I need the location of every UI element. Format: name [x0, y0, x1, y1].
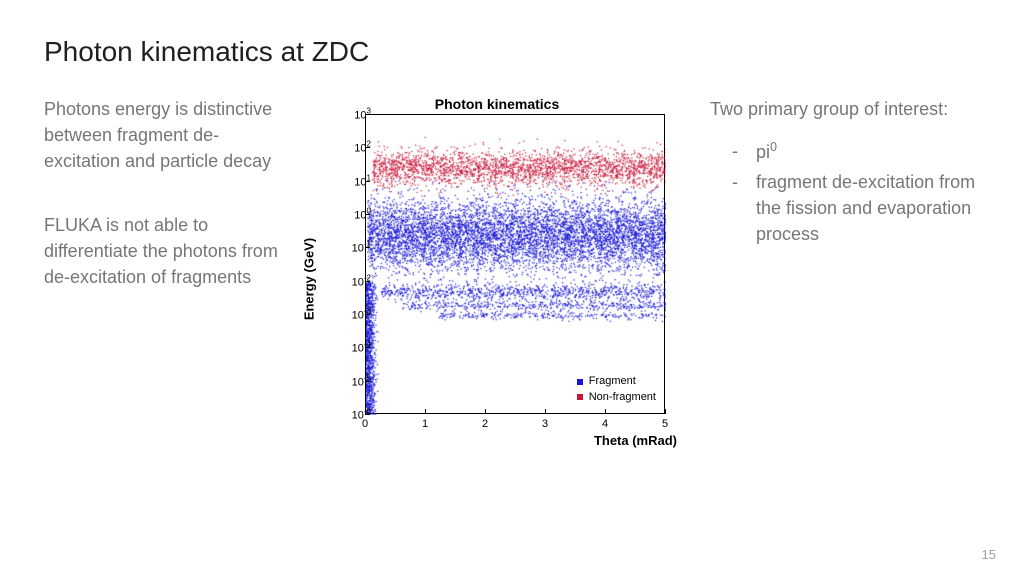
plot-wrap: Energy (GeV) Fragment Non-fragment	[317, 114, 677, 444]
pi0-prefix: pi	[756, 142, 770, 162]
list-item-fragment: fragment de-excitation from the fission …	[732, 169, 980, 247]
x-tick-label: 0	[362, 418, 368, 430]
page-number: 15	[982, 547, 996, 562]
right-intro: Two primary group of interest:	[710, 96, 980, 122]
scatter-canvas	[366, 115, 666, 415]
x-axis-label: Theta (mRad)	[594, 433, 677, 448]
x-tick-label: 1	[422, 418, 428, 430]
chart-title: Photon kinematics	[435, 96, 559, 112]
x-tick-label: 3	[542, 418, 548, 430]
legend-row-nonfragment: Non-fragment	[577, 390, 656, 405]
chart-legend: Fragment Non-fragment	[577, 374, 656, 405]
right-list: pi0 fragment de-excitation from the fiss…	[710, 138, 980, 247]
pi0-sup: 0	[770, 140, 777, 154]
right-column: Two primary group of interest: pi0 fragm…	[710, 96, 980, 251]
chart-column: Photon kinematics Energy (GeV) Fragment …	[302, 96, 692, 444]
y-axis-label: Energy (GeV)	[302, 238, 317, 320]
left-column: Photons energy is distinctive between fr…	[44, 96, 284, 329]
legend-row-fragment: Fragment	[577, 374, 656, 389]
left-para-2: FLUKA is not able to differentiate the p…	[44, 212, 284, 290]
plot-area: Fragment Non-fragment	[365, 114, 665, 414]
page-title: Photon kinematics at ZDC	[44, 36, 980, 68]
list-item-pi0: pi0	[732, 138, 980, 165]
x-tick-label: 2	[482, 418, 488, 430]
left-para-1: Photons energy is distinctive between fr…	[44, 96, 284, 174]
x-tick-label: 4	[602, 418, 608, 430]
content-row: Photons energy is distinctive between fr…	[44, 96, 980, 444]
legend-dot-fragment	[577, 379, 583, 385]
legend-dot-nonfragment	[577, 394, 583, 400]
x-tick-label: 5	[662, 418, 668, 430]
legend-label-nonfragment: Non-fragment	[589, 390, 656, 405]
legend-label-fragment: Fragment	[589, 374, 636, 389]
